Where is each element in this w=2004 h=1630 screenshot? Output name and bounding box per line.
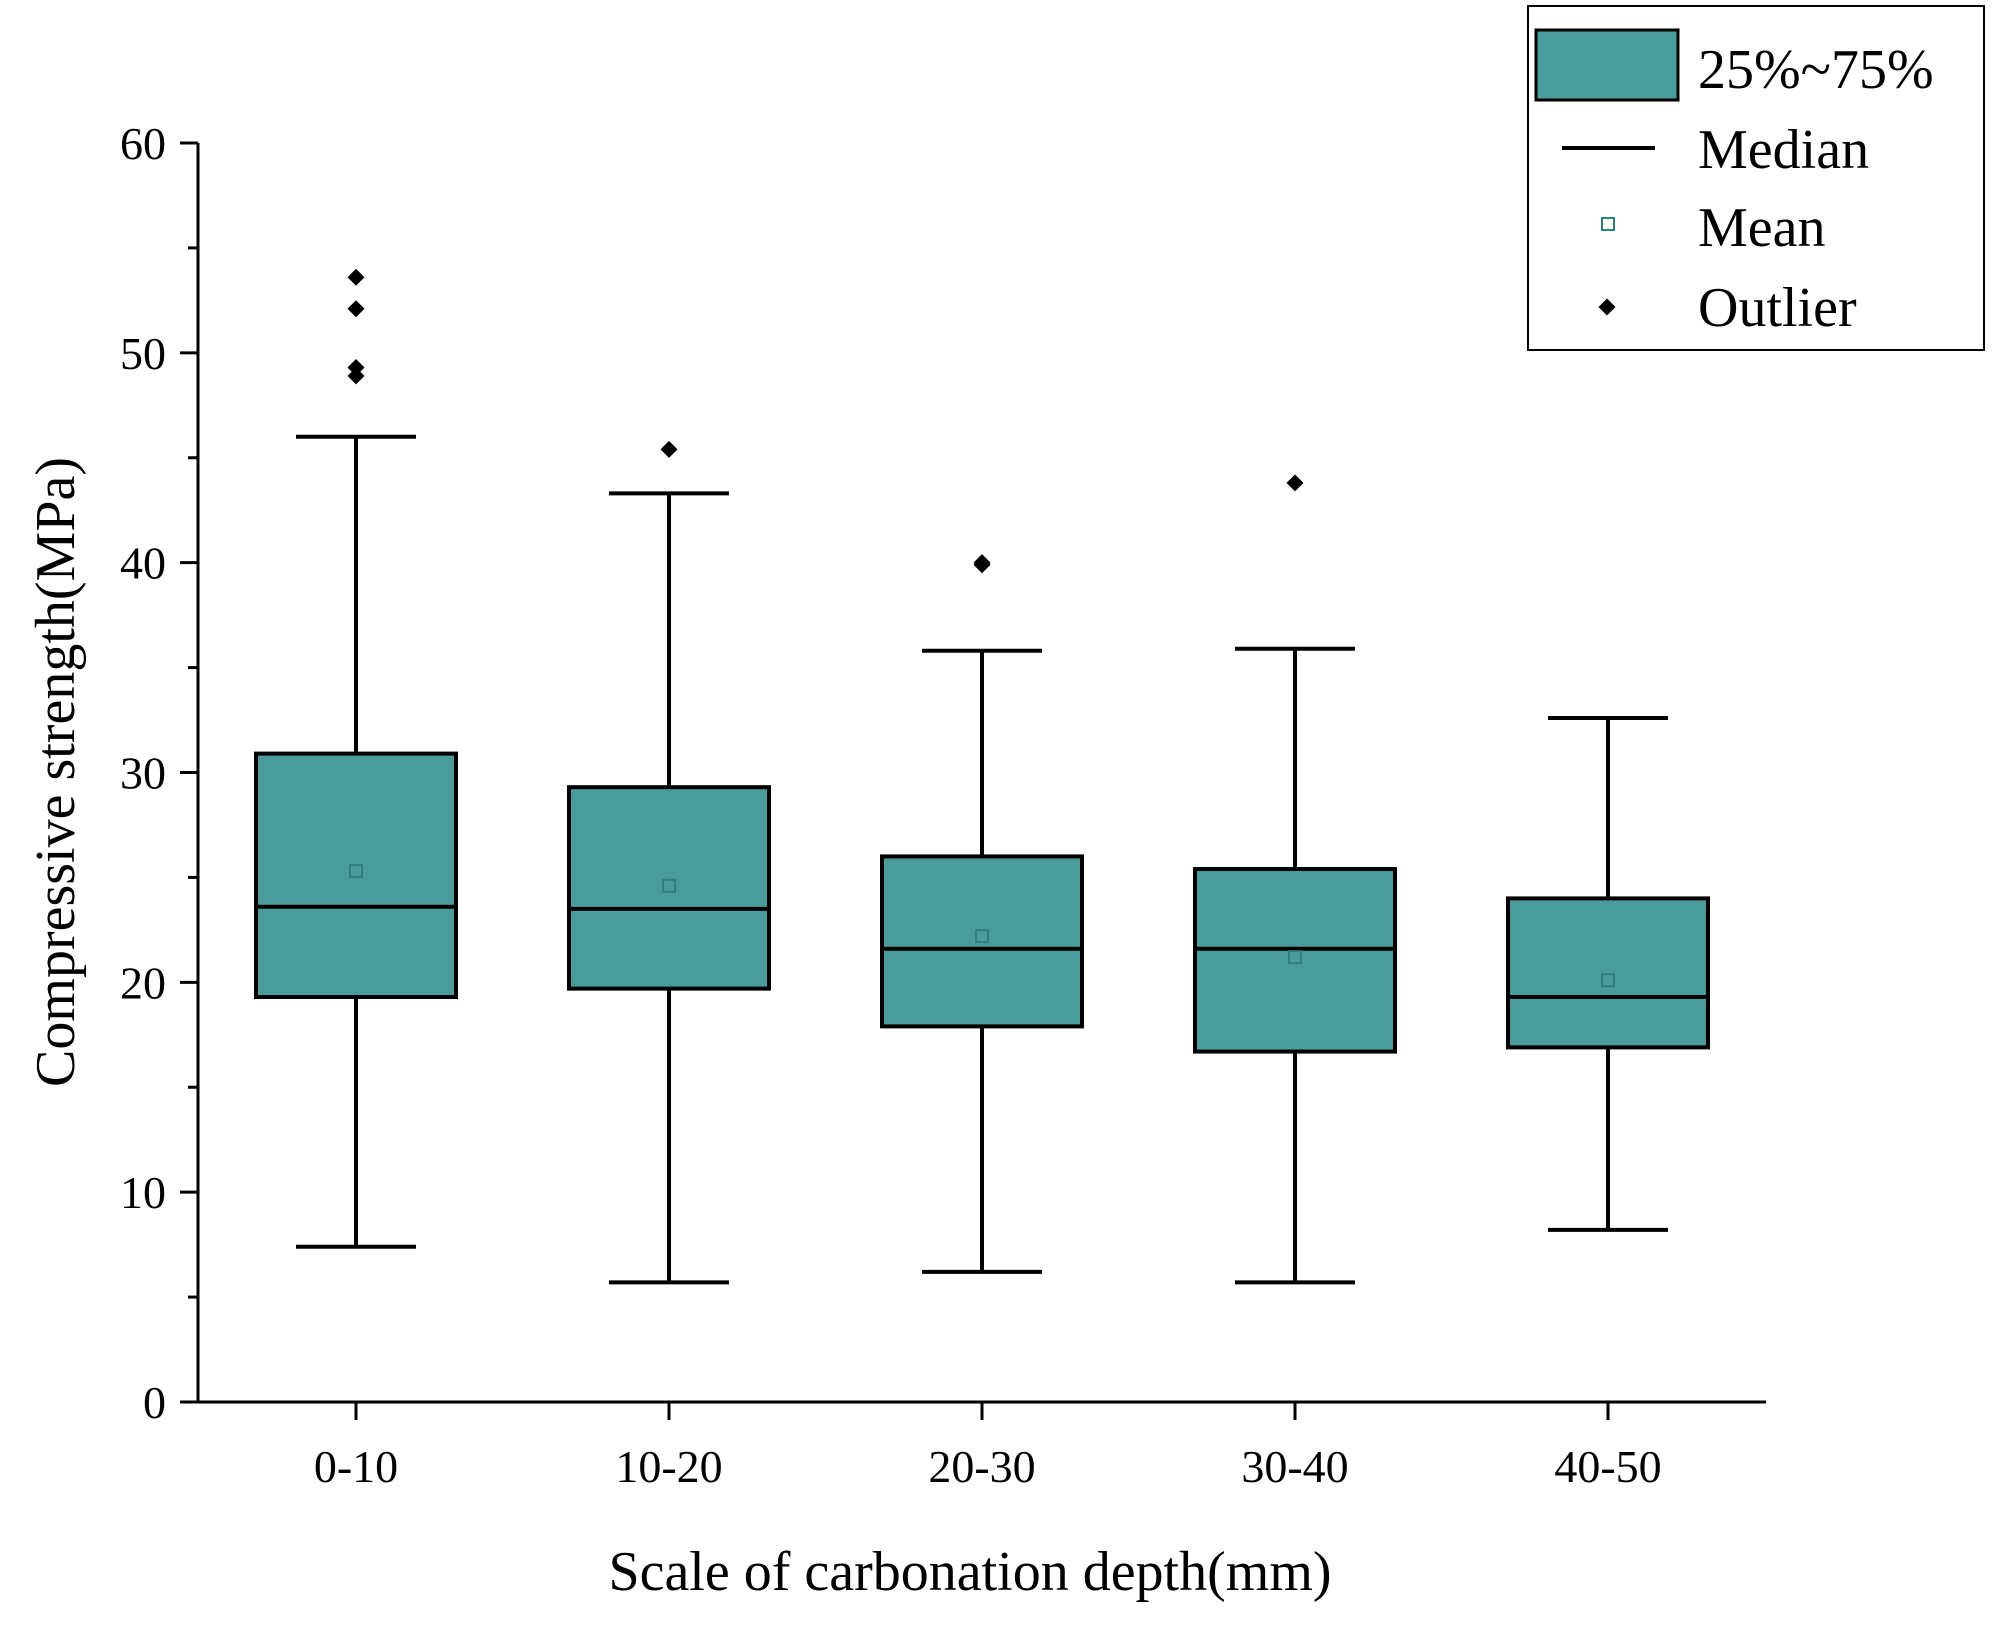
iqr-box (254, 751, 458, 1000)
iqr-box (1506, 896, 1710, 1050)
outlier-point (973, 554, 991, 572)
plot-area (254, 268, 1710, 1285)
legend-mean-label: Mean (1698, 197, 1826, 259)
x-tick-label: 30-40 (1241, 1441, 1348, 1492)
legend-outlier-label: Outlier (1698, 277, 1857, 339)
legend-mean-swatch (1601, 217, 1615, 231)
x-axis-label: Scale of carbonation depth(mm) (608, 1541, 1331, 1603)
y-tick-label: 50 (120, 328, 166, 379)
x-tick-label: 20-30 (928, 1441, 1035, 1492)
mean-marker (1601, 973, 1615, 988)
y-tick-label: 20 (120, 957, 166, 1008)
box-group (1506, 715, 1710, 1232)
mean-marker (1288, 950, 1302, 965)
x-tick-label: 40-50 (1554, 1441, 1661, 1492)
y-tick-label: 0 (143, 1377, 166, 1428)
legend-median-label: Median (1698, 119, 1869, 181)
box-group (254, 268, 458, 1249)
box-group (567, 440, 771, 1285)
y-tick-label: 30 (120, 748, 166, 799)
box-group (1193, 474, 1397, 1285)
mean-marker (975, 929, 989, 944)
box-group (880, 554, 1084, 1274)
outlier-point (347, 268, 365, 286)
outlier-point (347, 359, 365, 377)
x-tick-label: 0-10 (314, 1441, 398, 1492)
iqr-box (567, 785, 771, 991)
y-tick-label: 60 (120, 118, 166, 169)
iqr-box (1193, 867, 1397, 1054)
x-ticks: 0-10 10-20 20-30 30-40 40-50 (314, 1402, 1662, 1492)
mean-marker (662, 878, 676, 893)
mean-marker (349, 864, 363, 879)
y-axis-label: Compressive strength(MPa) (25, 457, 87, 1087)
y-ticks: 0 10 20 30 40 50 60 (120, 118, 198, 1428)
outlier-point (347, 300, 365, 318)
legend-box-label: 25%~75% (1698, 39, 1934, 101)
y-tick-label: 10 (120, 1167, 166, 1218)
outlier-point (1286, 474, 1304, 492)
y-tick-label: 40 (120, 538, 166, 589)
legend: 25%~75% Median Mean Outlier (1527, 5, 1985, 351)
x-tick-label: 10-20 (615, 1441, 722, 1492)
legend-box-swatch (1534, 28, 1680, 102)
outlier-point (660, 440, 678, 458)
